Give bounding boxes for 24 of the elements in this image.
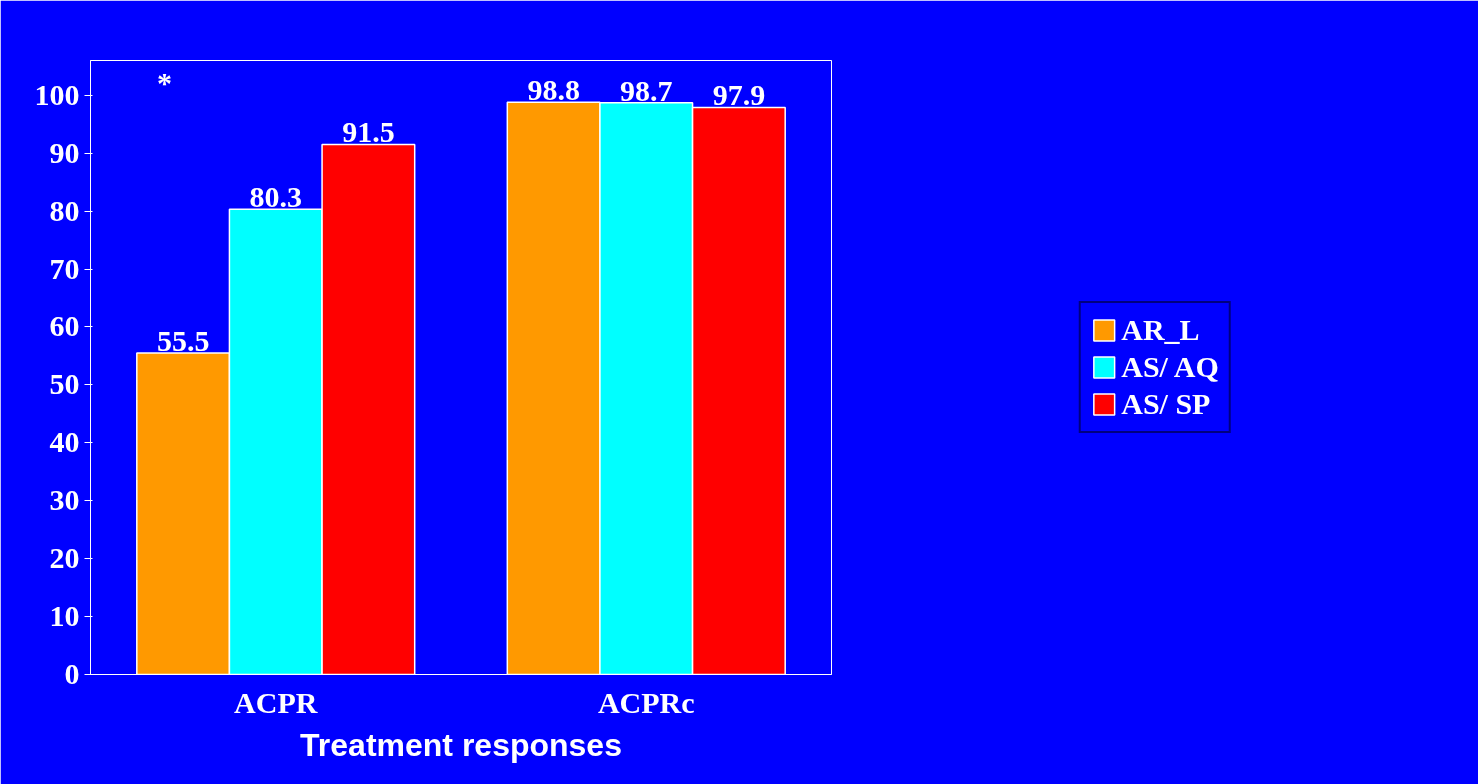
y-tick-label: 70 (49, 251, 80, 285)
data-label: 55.5 (156, 324, 210, 358)
data-label: 80.3 (249, 180, 302, 214)
annotation: * (157, 65, 173, 99)
y-tick-label: 10 (49, 599, 80, 633)
x-tick-label: ACPR (234, 685, 318, 719)
y-tick-label: 60 (49, 309, 80, 343)
x-axis-title: Treatment responses (300, 726, 622, 763)
y-tick-label: 0 (64, 657, 80, 690)
legend-label: AS/ AQ (1121, 350, 1219, 384)
data-label: 97.9 (712, 78, 766, 112)
y-tick-label: 40 (49, 425, 80, 459)
y-tick-label: 20 (49, 541, 80, 575)
y-tick-label: 50 (49, 367, 80, 401)
y-tick-label: 30 (49, 483, 80, 517)
y-tick-label: 100 (34, 77, 80, 111)
data-label: 91.5 (342, 115, 395, 149)
data-label: 98.8 (527, 73, 580, 107)
y-tick-label: 80 (49, 193, 80, 227)
x-tick-label: ACPRc (597, 685, 695, 719)
legend-label: AR_L (1121, 313, 1200, 347)
data-label: 98.7 (620, 73, 673, 107)
y-tick-label: 90 (49, 135, 80, 169)
legend-label: AS/ SP (1121, 387, 1211, 421)
